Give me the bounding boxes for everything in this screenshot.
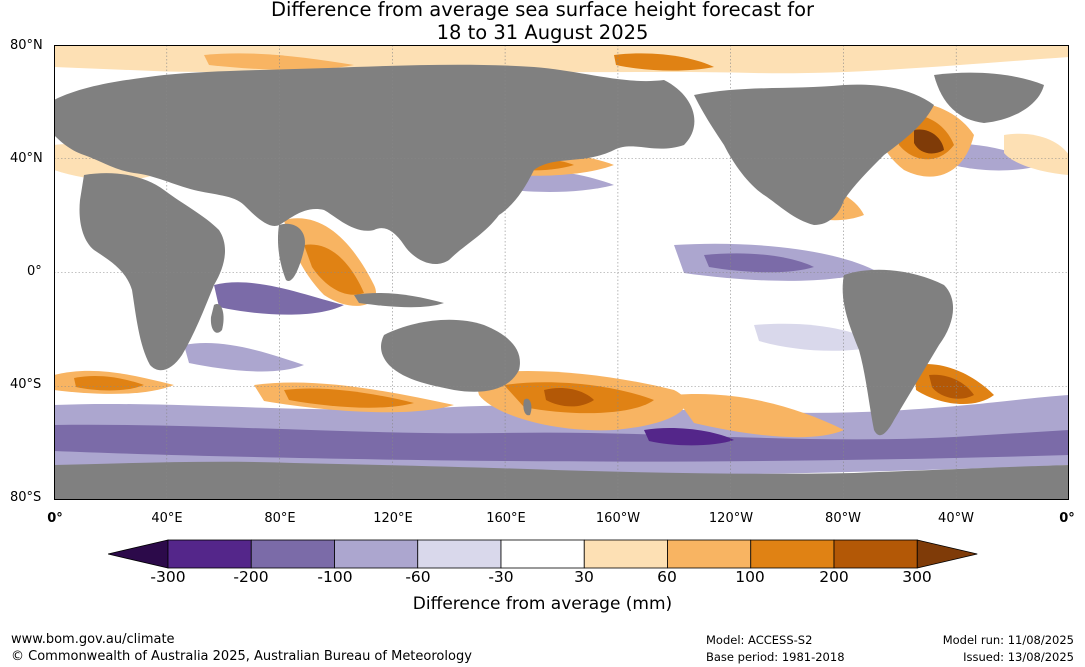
footer-model-info: Model: ACCESS-S2 Base period: 1981-2018	[706, 632, 845, 666]
lon-label-0-east: 0°	[1059, 511, 1075, 526]
madagascar	[210, 304, 224, 333]
footer-left: www.bom.gov.au/climate © Commonwealth of…	[11, 631, 472, 665]
australia	[381, 319, 520, 392]
colorbar-segment	[833, 539, 918, 569]
colorbar-label-neg200: -200	[233, 568, 269, 586]
colorbar-segment	[167, 539, 252, 569]
greenland	[934, 72, 1044, 123]
lon-label-80w: 80°W	[825, 511, 861, 526]
north-america	[694, 84, 934, 225]
colorbar-extend-low	[108, 539, 169, 569]
colorbar-segment	[334, 539, 419, 569]
footer-copyright: © Commonwealth of Australia 2025, Austra…	[11, 649, 472, 664]
lat-label-80s: 80°S	[10, 490, 42, 505]
footer-dates: Model run: 11/08/2025 Issued: 13/08/2025	[943, 632, 1074, 666]
colorbar-label-200: 200	[819, 568, 849, 586]
new-zealand	[523, 398, 532, 416]
antarctica	[54, 461, 1069, 500]
lat-label-80n: 80°N	[10, 38, 43, 53]
footer-website: www.bom.gov.au/climate	[11, 632, 175, 647]
footer-issued: Issued: 13/08/2025	[963, 650, 1074, 664]
map-frame	[54, 45, 1069, 500]
lat-label-40s: 40°S	[10, 377, 42, 392]
japan	[508, 178, 517, 197]
graticule	[54, 45, 1069, 500]
footer-model-run: Model run: 11/08/2025	[942, 633, 1074, 647]
colorbar-label-100: 100	[735, 568, 765, 586]
colorbar-title: Difference from average (mm)	[412, 594, 673, 614]
lat-label-0: 0°	[27, 264, 42, 279]
lon-label-120e: 120°E	[373, 511, 413, 526]
chart-title-line1: Difference from average sea surface heig…	[270, 0, 815, 21]
indonesia	[354, 292, 444, 308]
eurasia	[54, 64, 695, 265]
chart-title-line2: 18 to 31 August 2025	[436, 21, 649, 44]
colorbar-extend-high	[916, 539, 978, 569]
lon-label-160w: 160°W	[595, 511, 641, 526]
lon-label-80e: 80°E	[264, 511, 296, 526]
colorbar-segment	[583, 539, 668, 569]
indian-subcontinent	[277, 223, 305, 281]
colorbar-label-30: 30	[574, 568, 594, 586]
footer-model: Model: ACCESS-S2	[706, 633, 813, 647]
colorbar-segment	[417, 539, 502, 569]
south-america	[842, 269, 954, 436]
africa	[79, 173, 226, 371]
lon-label-40e: 40°E	[151, 511, 183, 526]
colorbar-label-neg60: -60	[405, 568, 431, 586]
colorbar-label-neg30: -30	[488, 568, 514, 586]
colorbar-segments	[108, 539, 978, 569]
colorbar-label-neg100: -100	[317, 568, 353, 586]
colorbar-segment	[500, 539, 585, 569]
footer-base-period: Base period: 1981-2018	[706, 650, 845, 664]
colorbar-segment	[750, 539, 835, 569]
colorbar-segment	[667, 539, 752, 569]
colorbar-segment	[250, 539, 335, 569]
lon-label-0-west: 0°	[47, 511, 63, 526]
lon-label-160e: 160°E	[486, 511, 526, 526]
colorbar-label-60: 60	[657, 568, 677, 586]
chart-title: Difference from average sea surface heig…	[0, 0, 1085, 44]
land-masses	[54, 64, 1069, 500]
colorbar-label-300: 300	[902, 568, 932, 586]
lat-label-40n: 40°N	[10, 151, 43, 166]
colorbar-label-neg300: -300	[150, 568, 186, 586]
colorbar	[108, 539, 978, 569]
sea-surface-height-map	[54, 45, 1069, 500]
lon-label-40w: 40°W	[938, 511, 974, 526]
lon-label-120w: 120°W	[708, 511, 754, 526]
